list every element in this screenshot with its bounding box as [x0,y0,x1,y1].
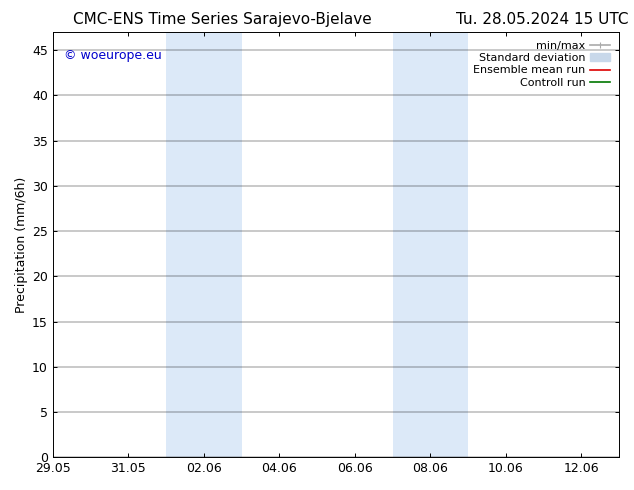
Bar [166,32,242,457]
Legend: min/max, Standard deviation, Ensemble mean run, Controll run: min/max, Standard deviation, Ensemble me… [470,38,614,91]
Text: © woeurope.eu: © woeurope.eu [64,49,162,62]
Text: Tu. 28.05.2024 15 UTC: Tu. 28.05.2024 15 UTC [456,12,629,27]
Text: CMC-ENS Time Series Sarajevo-Bjelave: CMC-ENS Time Series Sarajevo-Bjelave [72,12,372,27]
Y-axis label: Precipitation (mm/6h): Precipitation (mm/6h) [15,176,28,313]
Bar [392,32,468,457]
